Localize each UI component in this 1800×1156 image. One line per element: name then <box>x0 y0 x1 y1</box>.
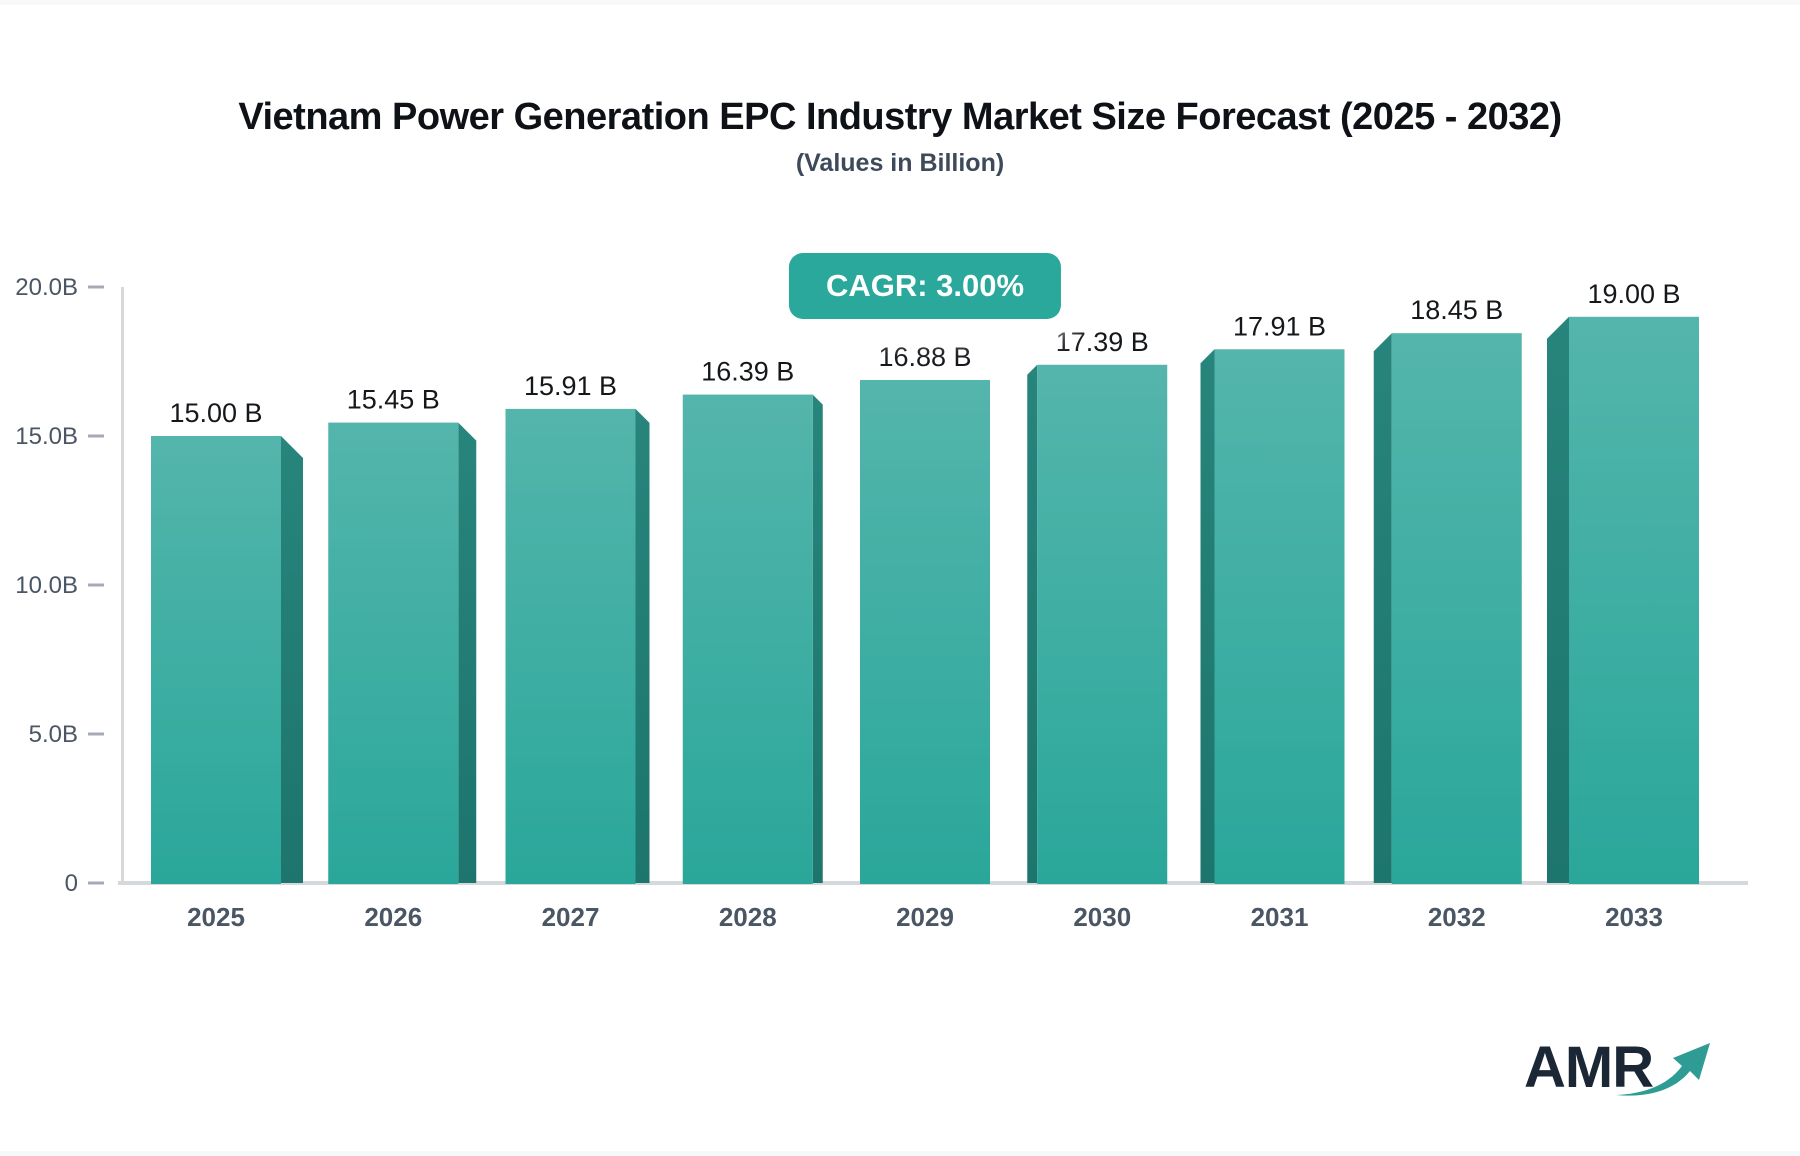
bar-2026: 15.45 B 2026 <box>328 385 477 932</box>
y-tick-label: 10.0B <box>15 572 78 599</box>
bar-value-label: 15.45 B <box>347 385 440 415</box>
bar-front-face <box>1214 349 1345 885</box>
bar-2032: 18.45 B 2032 <box>1373 295 1522 932</box>
cagr-badge: CAGR: 3.00% <box>788 253 1062 319</box>
bar-front-face <box>151 436 281 884</box>
bar-side-face <box>1547 316 1569 883</box>
y-tick-label: 15.0B <box>15 423 78 450</box>
y-tick-label: 0 <box>65 870 78 897</box>
bar-front-face <box>860 379 990 884</box>
bar-2030: 17.39 B 2030 <box>1027 327 1168 932</box>
bar-value-label: 18.45 B <box>1410 295 1503 325</box>
bar-side-face <box>1027 364 1038 883</box>
bar-value-label: 16.88 B <box>878 342 971 372</box>
growth-arrow-icon <box>1616 1043 1710 1096</box>
bar-front-face <box>1391 333 1522 884</box>
bar-value-label: 17.39 B <box>1056 327 1149 357</box>
bar-side-face <box>1373 333 1392 883</box>
bar-side-face <box>812 394 823 883</box>
bar-value-label: 16.39 B <box>701 357 794 387</box>
bar-2025: 15.00 B 2025 <box>151 398 303 932</box>
bar-front-face <box>328 422 459 884</box>
x-tick-label: 2030 <box>1073 902 1131 932</box>
bar-side-face <box>281 436 303 883</box>
bar-value-label: 15.91 B <box>524 371 617 401</box>
bar-side-face <box>458 422 477 883</box>
y-tick-label: 5.0B <box>29 721 78 748</box>
page-bottom-edge <box>0 1151 1800 1156</box>
y-axis-line <box>121 287 124 884</box>
bar-front-face <box>505 408 636 884</box>
y-tick-label: 20.0B <box>15 274 78 301</box>
chart-subtitle: (Values in Billion) <box>795 149 1005 177</box>
x-tick-label: 2029 <box>896 902 954 932</box>
chart-title: Vietnam Power Generation EPC Industry Ma… <box>238 96 1562 138</box>
bar-2031: 17.91 B 2031 <box>1200 311 1345 932</box>
page-top-edge <box>0 0 1800 5</box>
bar-side-face <box>635 408 650 883</box>
amr-logo: AMR <box>1524 1034 1714 1109</box>
x-tick-label: 2033 <box>1605 902 1663 932</box>
bar-2029: 16.88 B 2029 <box>860 342 990 932</box>
amr-logo-text: AMR <box>1524 1035 1654 1100</box>
x-tick-label: 2032 <box>1428 902 1486 932</box>
bar-front-face <box>682 394 813 884</box>
x-tick-label: 2027 <box>542 902 600 932</box>
x-tick-label: 2028 <box>719 902 777 932</box>
bar-front-face <box>1569 316 1699 884</box>
bar-2033: 19.00 B 2033 <box>1547 279 1699 932</box>
bar-side-face <box>1200 349 1215 884</box>
bar-2028: 16.39 B 2028 <box>682 357 823 932</box>
bar-2027: 15.91 B 2027 <box>505 371 650 932</box>
bar-value-label: 19.00 B <box>1587 279 1680 309</box>
x-tick-label: 2026 <box>364 902 422 932</box>
bar-value-label: 17.91 B <box>1233 311 1326 341</box>
x-tick-label: 2025 <box>187 902 245 932</box>
bar-front-face <box>1037 364 1168 884</box>
x-tick-label: 2031 <box>1251 902 1309 932</box>
bar-value-label: 15.00 B <box>169 398 262 428</box>
